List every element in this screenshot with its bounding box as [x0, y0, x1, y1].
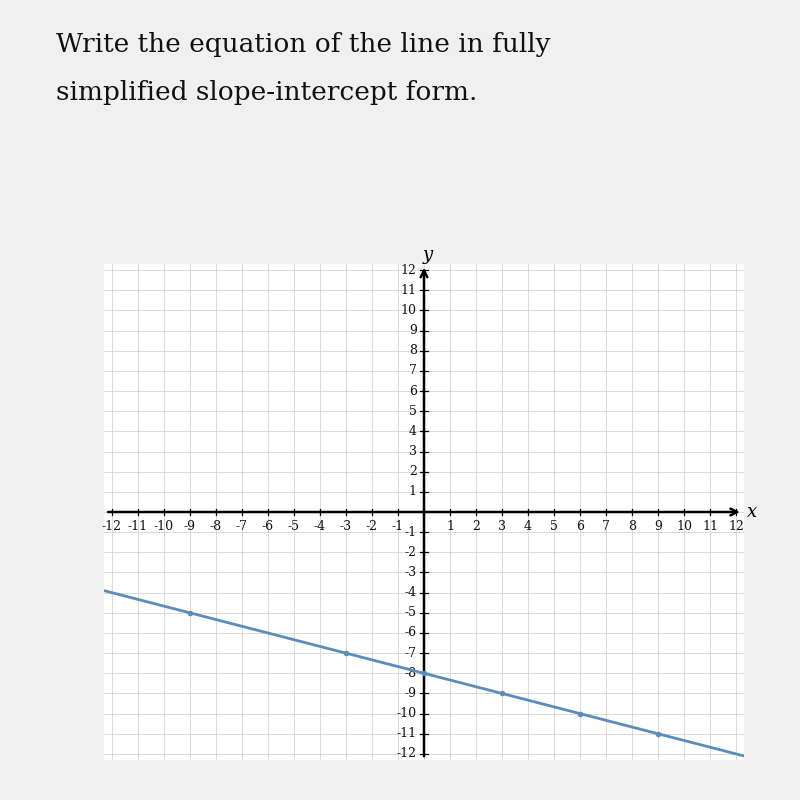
- Text: -10: -10: [397, 707, 417, 720]
- Text: -3: -3: [340, 520, 352, 533]
- Text: -4: -4: [314, 520, 326, 533]
- Text: -5: -5: [405, 606, 417, 619]
- Text: 7: 7: [409, 364, 417, 378]
- Text: -8: -8: [405, 667, 417, 680]
- Text: 10: 10: [401, 304, 417, 317]
- Text: 11: 11: [401, 284, 417, 297]
- Text: -6: -6: [262, 520, 274, 533]
- Text: 4: 4: [524, 520, 532, 533]
- Text: -1: -1: [405, 526, 417, 538]
- Text: 3: 3: [498, 520, 506, 533]
- Text: y: y: [423, 246, 433, 264]
- Text: -9: -9: [184, 520, 196, 533]
- Text: -10: -10: [154, 520, 174, 533]
- Text: -8: -8: [210, 520, 222, 533]
- Text: -9: -9: [405, 687, 417, 700]
- Text: 1: 1: [446, 520, 454, 533]
- Text: -12: -12: [102, 520, 122, 533]
- Text: 1: 1: [409, 486, 417, 498]
- Text: 9: 9: [654, 520, 662, 533]
- Text: 12: 12: [401, 263, 417, 277]
- Text: -7: -7: [405, 646, 417, 660]
- Text: 9: 9: [409, 324, 417, 337]
- Text: 5: 5: [550, 520, 558, 533]
- Text: -4: -4: [405, 586, 417, 599]
- Text: 12: 12: [728, 520, 744, 533]
- Text: 8: 8: [628, 520, 636, 533]
- Text: 7: 7: [602, 520, 610, 533]
- Text: 4: 4: [409, 425, 417, 438]
- Text: 8: 8: [409, 344, 417, 357]
- Text: Write the equation of the line in fully: Write the equation of the line in fully: [56, 32, 550, 57]
- Text: 3: 3: [409, 445, 417, 458]
- Text: 6: 6: [409, 385, 417, 398]
- Text: -11: -11: [397, 727, 417, 740]
- Text: -7: -7: [236, 520, 248, 533]
- Text: 5: 5: [409, 405, 417, 418]
- Text: -1: -1: [392, 520, 404, 533]
- Text: -2: -2: [405, 546, 417, 559]
- Text: 6: 6: [576, 520, 584, 533]
- Text: 2: 2: [472, 520, 480, 533]
- Text: 2: 2: [409, 465, 417, 478]
- Text: simplified slope-intercept form.: simplified slope-intercept form.: [56, 80, 478, 105]
- Text: x: x: [746, 503, 757, 521]
- Text: 11: 11: [702, 520, 718, 533]
- Text: -2: -2: [366, 520, 378, 533]
- Text: -11: -11: [128, 520, 148, 533]
- Text: -12: -12: [397, 747, 417, 761]
- Text: -6: -6: [405, 626, 417, 639]
- Text: 10: 10: [676, 520, 692, 533]
- Text: -5: -5: [288, 520, 300, 533]
- Text: -3: -3: [405, 566, 417, 579]
